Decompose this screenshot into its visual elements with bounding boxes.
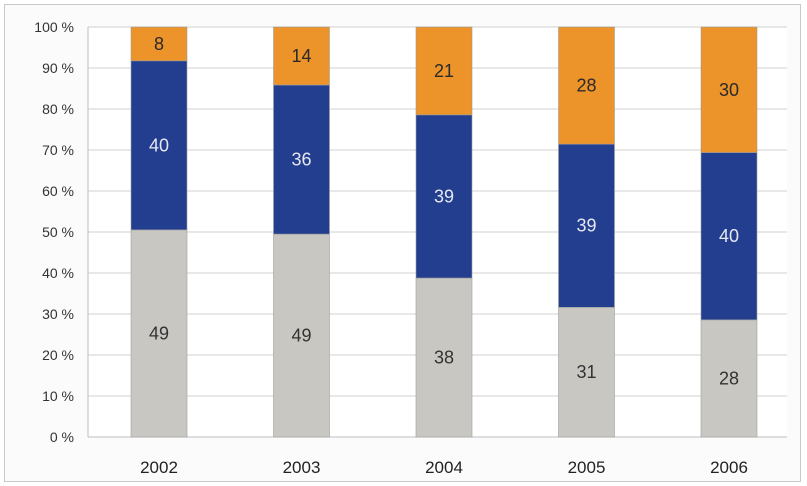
- bar-value-label: 49: [291, 326, 311, 346]
- x-category-label: 2006: [710, 458, 748, 477]
- x-category-label: 2003: [283, 458, 321, 477]
- bar-value-label: 39: [576, 216, 596, 236]
- bar-value-label: 36: [291, 150, 311, 170]
- y-tick-label: 20 %: [42, 347, 74, 363]
- x-category-label: 2005: [568, 458, 606, 477]
- bar-value-label: 31: [576, 362, 596, 382]
- bar-segment: [130, 26, 188, 62]
- bar-value-label: 28: [576, 76, 596, 96]
- bar-segment: [700, 319, 758, 438]
- bar-segment: [558, 143, 615, 308]
- bar-segment: [558, 307, 615, 438]
- bar-segment: [273, 84, 330, 235]
- bar-value-label: 38: [434, 348, 454, 368]
- bar-segment: [273, 233, 330, 438]
- y-tick-label: 60 %: [42, 183, 74, 199]
- bar-segment: [130, 229, 188, 438]
- y-tick-label: 0 %: [50, 429, 74, 445]
- bar-value-label: 28: [719, 368, 739, 388]
- y-tick-label: 80 %: [42, 101, 74, 117]
- y-tick-label: 70 %: [42, 142, 74, 158]
- bar-segment: [700, 26, 758, 153]
- x-category-label: 2004: [425, 458, 463, 477]
- bar-value-label: 40: [719, 226, 739, 246]
- y-tick-label: 50 %: [42, 224, 74, 240]
- bar-segment: [415, 114, 473, 279]
- bar-value-label: 39: [434, 186, 454, 206]
- bar-value-label: 30: [719, 80, 739, 100]
- y-tick-label: 40 %: [42, 265, 74, 281]
- bar-segment: [700, 152, 758, 321]
- bar-segment: [415, 277, 473, 438]
- bar-value-label: 40: [149, 135, 169, 155]
- y-tick-label: 10 %: [42, 388, 74, 404]
- bar-segment: [273, 26, 330, 86]
- bar-value-label: 8: [154, 34, 164, 54]
- bar-segment: [415, 26, 473, 116]
- bar-value-label: 49: [149, 323, 169, 343]
- bar-value-label: 14: [291, 46, 311, 66]
- x-category-label: 2002: [140, 458, 178, 477]
- y-tick-label: 30 %: [42, 306, 74, 322]
- y-tick-label: 90 %: [42, 60, 74, 76]
- bar-value-label: 21: [434, 61, 454, 81]
- bar-segment: [130, 60, 188, 231]
- y-tick-label: 100 %: [34, 19, 74, 35]
- bar-segment: [558, 26, 615, 145]
